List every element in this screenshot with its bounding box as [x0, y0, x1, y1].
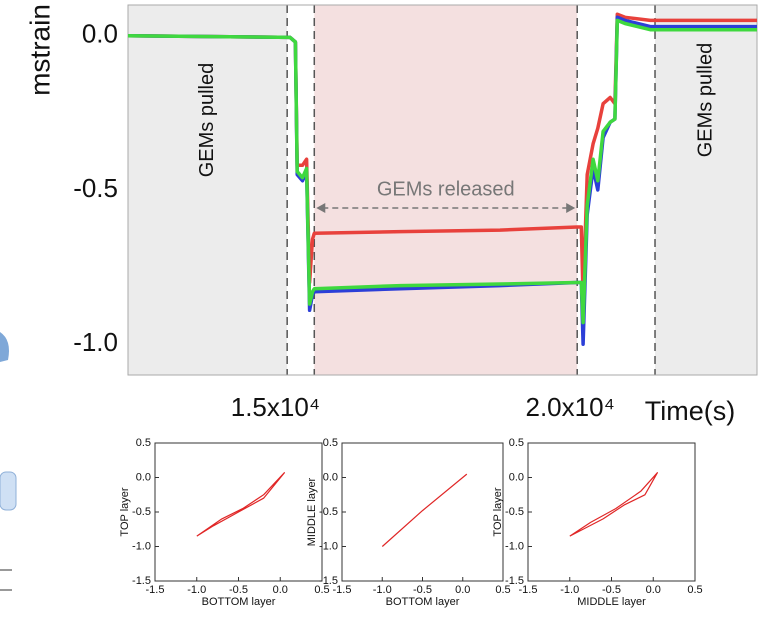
- region-label: GEMs pulled: [196, 63, 218, 178]
- y-tick-label: -1.5: [319, 575, 338, 587]
- series-line: [127, 18, 757, 325]
- y-tick-label: -0.5: [132, 506, 151, 518]
- y-tick-label: 0.5: [323, 437, 338, 449]
- y-tick-label: -1.0: [505, 540, 524, 552]
- series-line: [196, 472, 285, 537]
- y-axis-label: TOP layer: [119, 487, 131, 536]
- region: [314, 5, 578, 375]
- y-tick-label: -1.0: [73, 327, 118, 357]
- series-line: [127, 12, 757, 300]
- x-tick-label: -0.5: [229, 584, 248, 596]
- y-tick-label: -0.5: [73, 173, 118, 203]
- x-tick-label: 0.5: [314, 584, 329, 596]
- region: [655, 5, 757, 375]
- x-axis-label: BOTTOM layer: [386, 596, 460, 608]
- y-tick-label: -0.5: [319, 506, 338, 518]
- plot-frame: [127, 4, 758, 376]
- x-tick-label: -1.5: [333, 584, 352, 596]
- series-line: [569, 472, 658, 537]
- plot-frame: [341, 442, 504, 582]
- x-tick-label: 0.0: [455, 584, 470, 596]
- x-tick-label: -1.5: [146, 584, 165, 596]
- x-tick-label: 0.0: [646, 584, 661, 596]
- y-tick-label: 0.0: [82, 19, 118, 49]
- y-tick-label: 0.0: [323, 471, 338, 483]
- x-tick-label: -0.5: [413, 584, 432, 596]
- x-tick-label: -1.5: [519, 584, 538, 596]
- y-tick-label: 0.0: [136, 471, 151, 483]
- x-tick-label: 0.5: [687, 584, 702, 596]
- y-tick-label: 0.5: [509, 437, 524, 449]
- x-tick-label: -1.0: [373, 584, 392, 596]
- x-tick-label: 0.5: [495, 584, 510, 596]
- region-label: GEMs released: [377, 178, 515, 200]
- x-tick-label: 0.0: [273, 584, 288, 596]
- region-label: GEMs pulled: [694, 43, 716, 158]
- x-tick-label: -0.5: [602, 584, 621, 596]
- y-tick-label: -1.5: [505, 575, 524, 587]
- x-tick-label: -1.0: [560, 584, 579, 596]
- y-tick-label: 0.5: [136, 437, 151, 449]
- y-tick-label: 0.0: [509, 471, 524, 483]
- y-tick-label: -1.0: [319, 540, 338, 552]
- x-axis-label: Time(s): [645, 396, 735, 426]
- y-tick-label: -0.5: [505, 506, 524, 518]
- x-tick-label: 2.0x10⁴: [526, 392, 615, 422]
- y-axis-label: TOP layer: [492, 487, 504, 536]
- x-tick-label: 1.5x10⁴: [231, 392, 320, 422]
- x-axis-label: MIDDLE layer: [577, 596, 646, 608]
- x-tick-label: -1.0: [187, 584, 206, 596]
- y-axis-label: MIDDLE layer: [306, 477, 318, 546]
- y-axis-label: mstrain: [24, 4, 55, 96]
- region: [128, 5, 288, 375]
- series-line: [381, 473, 468, 547]
- x-axis-label: BOTTOM layer: [202, 596, 276, 608]
- y-tick-label: -1.5: [132, 575, 151, 587]
- y-tick-label: -1.0: [132, 540, 151, 552]
- cropped-shape: [0, 332, 9, 362]
- cropped-icon: [0, 471, 17, 511]
- plot-frame: [527, 442, 696, 582]
